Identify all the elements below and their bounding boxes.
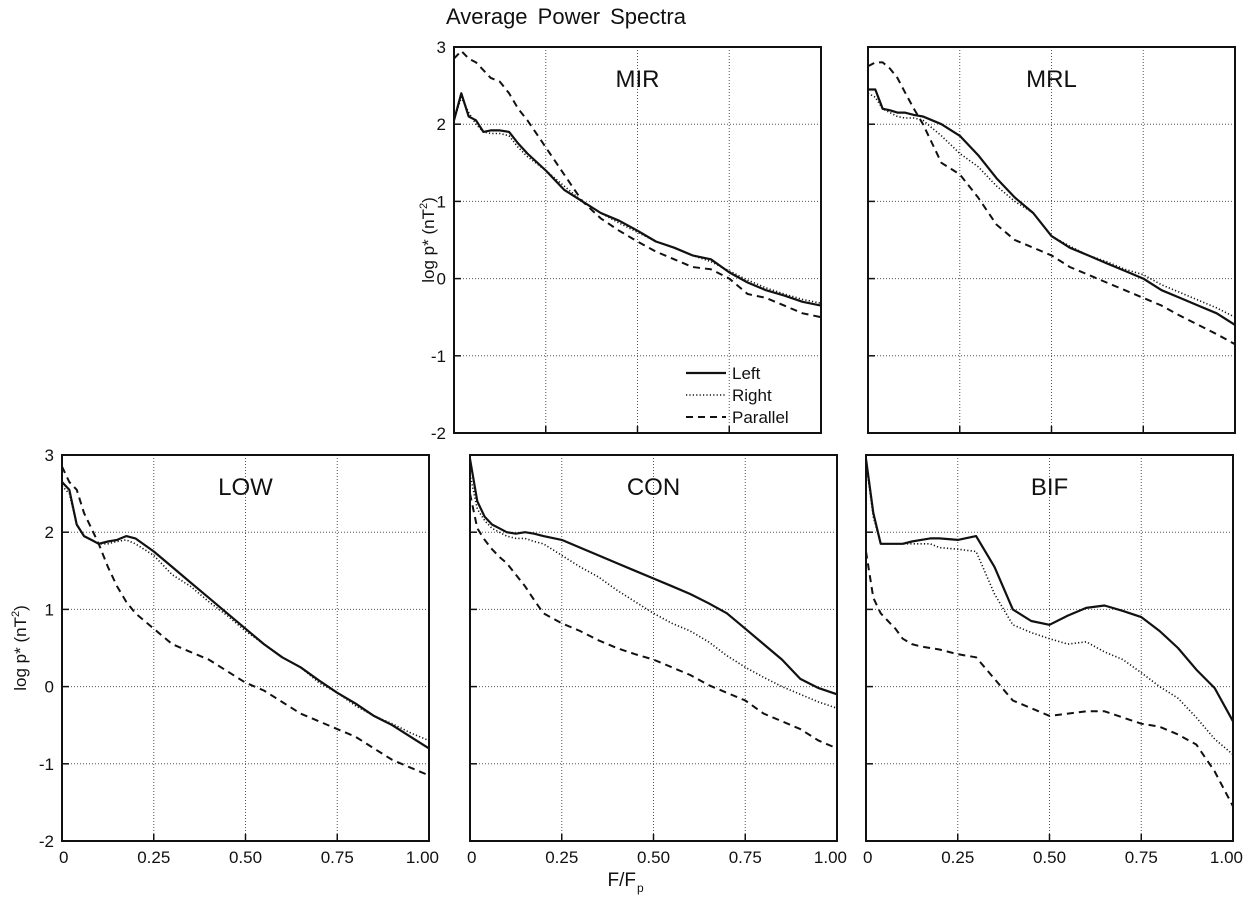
legend-label-parallel: Parallel <box>732 408 789 427</box>
y-tick-label: 0 <box>45 678 54 697</box>
panel-bif: BIF 0 0.25 0.50 0.75 1.00 <box>863 454 1243 867</box>
x-tick-label: 0 <box>863 848 872 867</box>
panel-frame <box>469 454 838 842</box>
y-axis-label-sup: 2 <box>10 611 22 617</box>
panels-layer: MIR 3 2 1 0 -1 -2 Left Right Parallel MRL LOW 3 2 1 0 -1… <box>39 38 1243 867</box>
series-group <box>866 458 1233 807</box>
y-tick-label: 3 <box>45 446 54 465</box>
panel-low: LOW 3 2 1 0 -1 -2 0 0.25 0.50 0.75 1.00 <box>39 446 439 867</box>
series-line-right <box>454 96 821 305</box>
y-tick-label: 2 <box>45 523 54 542</box>
y-tick-label: 1 <box>437 192 446 211</box>
y-tick-label: -2 <box>431 424 446 443</box>
x-tick-label: 1.00 <box>406 848 439 867</box>
panel-title: MIR <box>616 66 660 93</box>
svg-text:log p* (nT2): log p* (nT2) <box>418 197 438 283</box>
panel-title: CON <box>627 474 680 501</box>
x-tick-label: 0.50 <box>1033 848 1066 867</box>
x-tick-label: 0.25 <box>545 848 578 867</box>
series-line-parallel <box>454 49 821 319</box>
y-axis-label-close: ) <box>11 605 30 611</box>
y-tick-label: 3 <box>437 38 446 57</box>
x-tick-label: 1.00 <box>1210 848 1243 867</box>
x-tick-label: 0.75 <box>1125 848 1158 867</box>
x-tick-label: 0.50 <box>637 848 670 867</box>
panel-frame <box>61 454 430 842</box>
figure-title: Average Power Spectra <box>446 4 686 29</box>
panel-con: CON 0 0.25 0.50 0.75 1.00 <box>467 454 847 867</box>
y-axis-label-text: log p* (nT <box>11 617 30 691</box>
y-tick-label: -2 <box>39 832 54 851</box>
x-tick-label: 0.50 <box>229 848 262 867</box>
y-axis-label-close: ) <box>419 197 438 203</box>
x-tick-label: 0 <box>467 848 476 867</box>
y-axis-label-bottom: log p* (nT2) <box>10 605 30 691</box>
series-line-left <box>868 88 1235 326</box>
series-group <box>454 49 821 319</box>
series-group <box>470 458 837 750</box>
panel-title: MRL <box>1026 66 1077 93</box>
y-tick-label: 0 <box>437 270 446 289</box>
series-line-left <box>866 458 1233 722</box>
x-axis-label-main: F/F <box>608 870 637 891</box>
panel-mrl: MRL <box>867 46 1236 434</box>
y-axis-label-sup: 2 <box>418 203 430 209</box>
series-line-parallel <box>866 551 1233 807</box>
series-line-right <box>62 485 429 742</box>
x-tick-label: 0.75 <box>729 848 762 867</box>
svg-text:log p* (nT2): log p* (nT2) <box>10 605 30 691</box>
series-line-right <box>868 92 1235 318</box>
legend: Left Right Parallel <box>686 364 789 427</box>
y-axis-label-top: log p* (nT2) <box>418 197 438 283</box>
x-tick-label: 0.25 <box>137 848 170 867</box>
series-line-parallel <box>868 61 1235 346</box>
y-tick-label: 1 <box>45 600 54 619</box>
series-line-parallel <box>470 493 837 750</box>
series-group <box>868 61 1235 346</box>
y-tick-label: 2 <box>437 115 446 134</box>
series-line-left <box>470 458 837 696</box>
panel-title: LOW <box>218 474 273 501</box>
panel-frame <box>453 46 822 434</box>
x-tick-label: 0 <box>59 848 68 867</box>
x-axis-label-sub: p <box>637 881 644 895</box>
series-group <box>62 466 429 777</box>
series-line-parallel <box>62 466 429 777</box>
x-axis-label: F/F p <box>608 870 645 895</box>
legend-label-left: Left <box>732 364 761 383</box>
x-tick-label: 0.25 <box>941 848 974 867</box>
x-tick-label: 0.75 <box>321 848 354 867</box>
panel-frame <box>865 454 1234 842</box>
y-axis-label-text: log p* (nT <box>419 209 438 283</box>
panel-title: BIF <box>1031 474 1068 501</box>
panel-mir: MIR 3 2 1 0 -1 -2 Left Right Parallel <box>431 38 822 443</box>
panel-frame <box>867 46 1236 434</box>
y-tick-label: -1 <box>431 347 446 366</box>
y-tick-label: -1 <box>39 755 54 774</box>
legend-label-right: Right <box>732 386 772 405</box>
x-tick-label: 1.00 <box>814 848 847 867</box>
